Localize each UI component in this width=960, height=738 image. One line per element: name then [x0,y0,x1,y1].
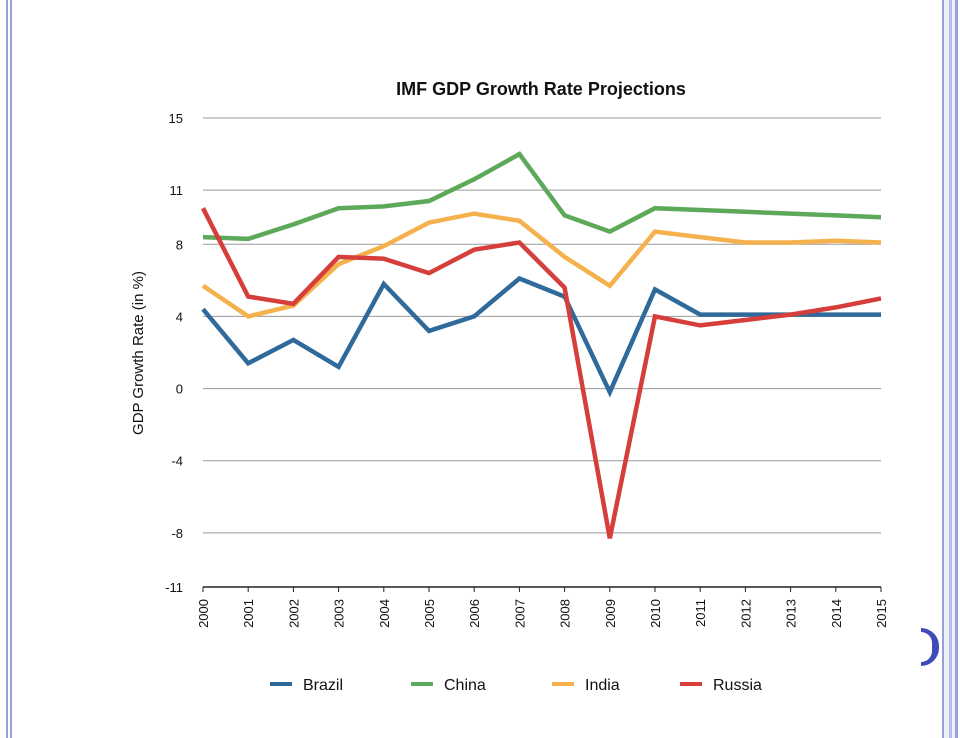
series-line-russia [200,207,882,539]
legend-label-china: China [444,677,486,694]
x-tick-label: 2005 [422,599,437,628]
x-tick-label: 2000 [196,599,211,628]
y-tick-label: -11 [165,580,183,595]
y-tick-labels: 15 11 8 4 0 -4 -8 -11 [165,111,183,595]
chart-title: IMF GDP Growth Rate Projections [396,79,686,99]
x-tick-labels: 2000 2001 2002 2003 2004 2005 2006 2007 2008 2009… [196,587,889,628]
x-tick-label: 2004 [377,599,392,628]
y-tick-label: -8 [171,526,183,541]
legend-label-russia: Russia [713,677,762,694]
y-tick-label: 11 [170,183,184,198]
x-tick-label: 2011 [693,599,708,627]
legend-label-india: India [585,677,620,694]
x-tick-label: 2014 [829,599,844,628]
series-line-china [202,151,882,242]
legend: Brazil China India Russia [270,677,762,694]
legend-label-brazil: Brazil [303,677,343,694]
x-tick-label: 2006 [467,599,482,628]
slide-frame-right [942,0,958,738]
y-tick-label: 15 [169,111,183,126]
y-axis-label: GDP Growth Rate (in %) [130,271,147,435]
gridlines [203,117,881,588]
y-tick-label: 4 [176,309,183,324]
x-tick-label: 2003 [332,599,347,628]
slide-frame-right-stripe [949,0,952,738]
x-tick-label: 2009 [603,599,618,628]
series-line-brazil [201,275,881,398]
x-tick-label: 2015 [874,599,889,628]
x-tick-label: 2007 [512,599,527,628]
x-tick-label: 2001 [241,599,256,628]
x-tick-label: 2010 [648,599,663,628]
series-lines [200,151,882,539]
series-line-india [201,211,882,319]
y-tick-label: 8 [176,237,183,252]
x-tick-label: 2002 [286,599,301,628]
y-tick-label: -4 [171,454,183,469]
x-tick-label: 2013 [784,599,799,628]
y-tick-label: 0 [176,382,183,397]
x-tick-label: 2012 [738,599,753,628]
slide-side-marker-inner [921,632,932,662]
x-tick-label: 2008 [558,599,573,628]
slide-frame-left [6,0,12,738]
